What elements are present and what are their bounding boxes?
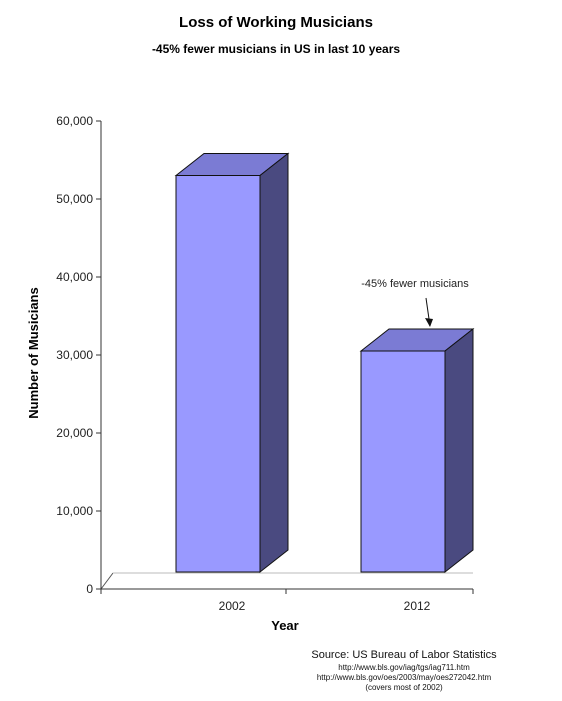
y-tick-label: 10,000 xyxy=(56,504,93,518)
x-tick-label: 2012 xyxy=(404,599,431,613)
y-tick-label: 60,000 xyxy=(56,114,93,128)
y-tick-label: 0 xyxy=(86,582,93,596)
x-tick-label: 2002 xyxy=(219,599,246,613)
annotation-arrow-head xyxy=(425,318,433,327)
plot-area: 0 10,000 20,000 30,000 40,000 50,000 60,000 200… xyxy=(56,114,475,613)
bar-side xyxy=(444,327,474,574)
source-url-1: http://www.bls.gov/iag/tgs/iag711.htm xyxy=(338,663,470,672)
bar-front xyxy=(175,175,261,573)
y-tick-label: 30,000 xyxy=(56,348,93,362)
source-url-2: http://www.bls.gov/oes/2003/may/oes27204… xyxy=(317,673,492,682)
bar-front xyxy=(360,350,446,573)
y-tick-label: 20,000 xyxy=(56,426,93,440)
y-tick-label: 40,000 xyxy=(56,270,93,284)
annotation-text: -45% fewer musicians xyxy=(361,278,469,290)
chart-title: Loss of Working Musicians xyxy=(179,14,373,31)
x-axis-label: Year xyxy=(271,618,298,633)
source-label: Source: US Bureau of Labor Statistics xyxy=(311,649,497,661)
y-tick-label: 50,000 xyxy=(56,192,93,206)
source-note: (covers most of 2002) xyxy=(365,683,443,692)
bar-side xyxy=(259,152,289,574)
floor-depth-edge xyxy=(100,572,114,590)
chart-subtitle: -45% fewer musicians in US in last 10 ye… xyxy=(152,42,400,56)
y-axis-label: Number of Musicians xyxy=(26,287,41,418)
